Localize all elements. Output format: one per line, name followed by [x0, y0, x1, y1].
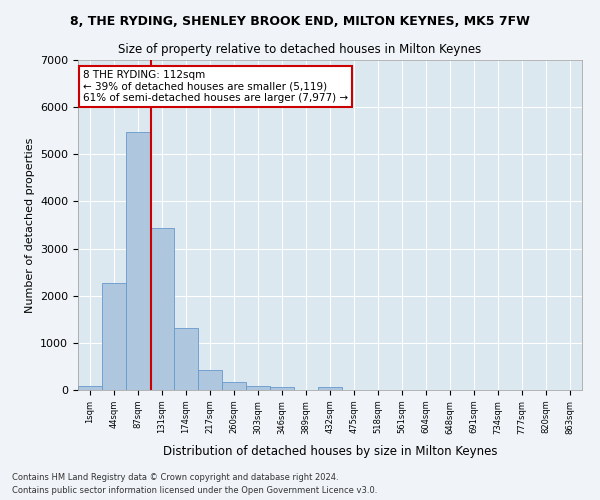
Text: 8, THE RYDING, SHENLEY BROOK END, MILTON KEYNES, MK5 7FW: 8, THE RYDING, SHENLEY BROOK END, MILTON…	[70, 15, 530, 28]
Bar	[246, 386, 270, 390]
Bar	[150, 228, 174, 390]
Text: Contains HM Land Registry data © Crown copyright and database right 2024.: Contains HM Land Registry data © Crown c…	[12, 474, 338, 482]
Bar	[198, 370, 222, 390]
Text: Contains public sector information licensed under the Open Government Licence v3: Contains public sector information licen…	[12, 486, 377, 495]
Bar	[78, 386, 102, 390]
X-axis label: Distribution of detached houses by size in Milton Keynes: Distribution of detached houses by size …	[163, 445, 497, 458]
Bar	[126, 132, 150, 390]
Text: 8 THE RYDING: 112sqm
← 39% of detached houses are smaller (5,119)
61% of semi-de: 8 THE RYDING: 112sqm ← 39% of detached h…	[83, 70, 348, 103]
Y-axis label: Number of detached properties: Number of detached properties	[25, 138, 35, 312]
Bar	[102, 282, 126, 390]
Bar	[174, 328, 198, 390]
Bar	[318, 387, 342, 390]
Text: Size of property relative to detached houses in Milton Keynes: Size of property relative to detached ho…	[118, 42, 482, 56]
Bar	[270, 387, 294, 390]
Bar	[222, 382, 246, 390]
